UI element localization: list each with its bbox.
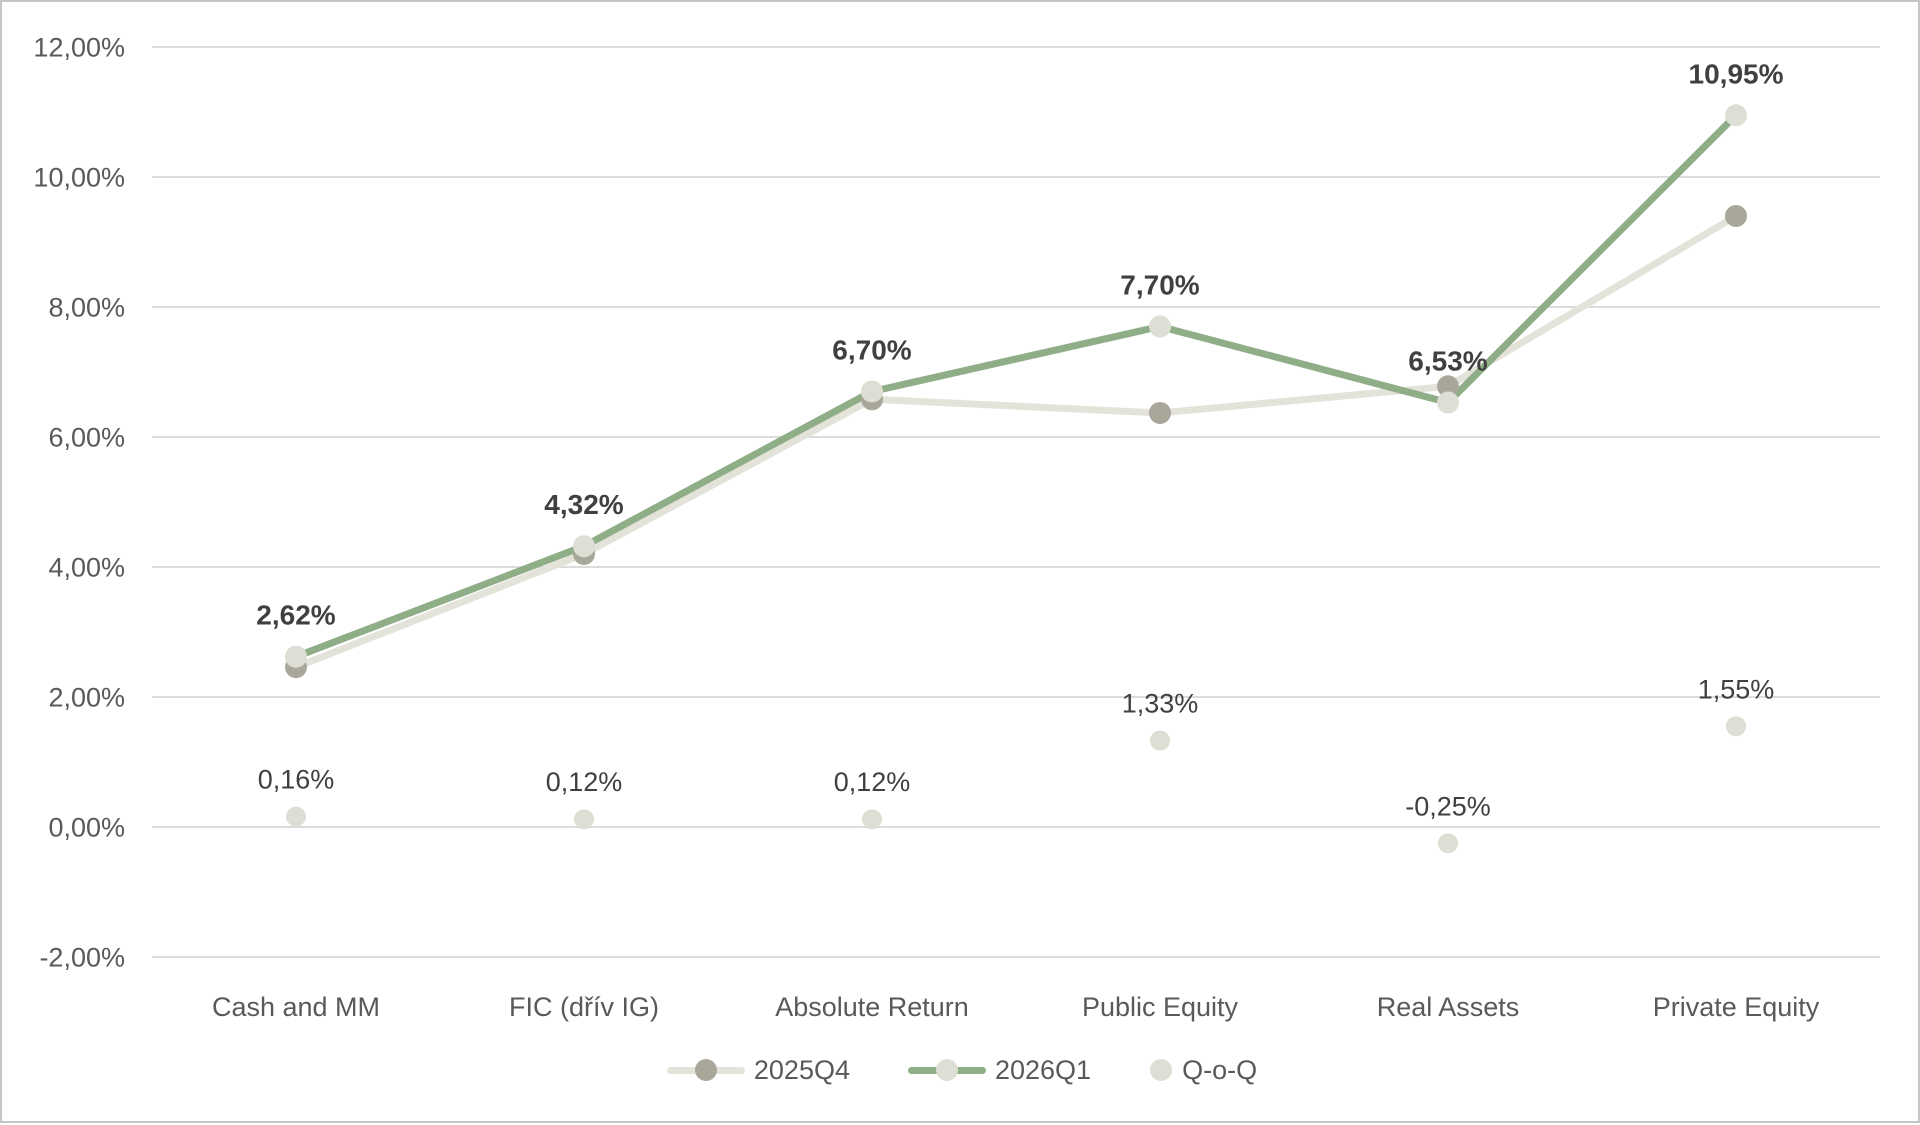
data-point-Q-o-Q xyxy=(1726,716,1746,737)
x-axis-category-label: Public Equity xyxy=(1082,992,1239,1022)
data-label-2026Q1: 6,70% xyxy=(832,335,911,366)
y-axis-tick-label: 2,00% xyxy=(48,683,125,713)
data-point-2026Q1 xyxy=(285,645,307,668)
data-label-Q-o-Q: 1,55% xyxy=(1698,674,1775,704)
data-label-Q-o-Q: 1,33% xyxy=(1122,689,1199,719)
data-label-2026Q1: 10,95% xyxy=(1689,58,1784,89)
data-point-Q-o-Q xyxy=(286,806,306,827)
data-label-Q-o-Q: 0,12% xyxy=(834,767,911,797)
legend-item-2025q4: 2025Q4 xyxy=(666,1054,850,1085)
data-point-Q-o-Q xyxy=(574,809,594,830)
data-label-Q-o-Q: 0,16% xyxy=(258,765,335,795)
data-point-2025Q4 xyxy=(1149,401,1171,424)
y-axis-tick-label: 12,00% xyxy=(33,33,125,63)
x-axis-category-label: Real Assets xyxy=(1377,992,1520,1022)
data-point-2026Q1 xyxy=(573,535,595,558)
series-line-2025Q4 xyxy=(292,212,1740,671)
chart-legend: 2025Q4 2026Q1 Q-o-Q xyxy=(2,1050,1920,1090)
y-axis-tick-label: 8,00% xyxy=(48,293,125,323)
x-axis-category-label: Cash and MM xyxy=(212,992,380,1022)
data-point-2025Q4 xyxy=(1437,375,1459,398)
y-axis-tick-label: 4,00% xyxy=(48,553,125,583)
data-point-Q-o-Q xyxy=(862,809,882,830)
y-axis-tick-label: -2,00% xyxy=(39,943,125,973)
data-label-Q-o-Q: -0,25% xyxy=(1405,791,1491,821)
data-point-2026Q1 xyxy=(1437,391,1459,414)
data-point-2026Q1 xyxy=(1149,315,1171,338)
data-label-2026Q1: 4,32% xyxy=(544,489,623,520)
data-label-2026Q1: 6,53% xyxy=(1408,346,1487,377)
legend-marker-icon xyxy=(935,1059,958,1081)
data-point-2026Q1 xyxy=(1725,104,1747,127)
legend-swatch-2025q4 xyxy=(666,1058,745,1082)
legend-marker-icon xyxy=(694,1059,717,1081)
data-point-2026Q1 xyxy=(861,380,883,403)
data-label-2026Q1: 7,70% xyxy=(1120,270,1199,301)
y-axis-tick-label: 0,00% xyxy=(48,813,125,843)
legend-swatch-qoq xyxy=(1149,1058,1173,1082)
legend-label: Q-o-Q xyxy=(1182,1054,1258,1085)
data-point-Q-o-Q xyxy=(1150,730,1170,751)
x-axis-category-label: Absolute Return xyxy=(775,992,969,1022)
y-axis-tick-label: 10,00% xyxy=(33,163,125,193)
legend-swatch-2026q1 xyxy=(907,1058,986,1082)
data-label-2026Q1: 2,62% xyxy=(256,600,335,631)
data-point-Q-o-Q xyxy=(1438,833,1458,854)
legend-item-2026q1: 2026Q1 xyxy=(907,1054,1092,1085)
x-axis-category-label: Private Equity xyxy=(1653,992,1820,1022)
data-point-2025Q4 xyxy=(1725,205,1747,227)
legend-label: 2025Q4 xyxy=(753,1054,850,1085)
y-axis-tick-label: 6,00% xyxy=(48,423,125,453)
legend-label: 2026Q1 xyxy=(994,1054,1092,1085)
x-axis-category-label: FIC (dřív IG) xyxy=(509,992,659,1022)
legend-item-qoq: Q-o-Q xyxy=(1149,1054,1258,1085)
legend-marker-icon xyxy=(1150,1059,1173,1081)
data-label-Q-o-Q: 0,12% xyxy=(546,767,623,797)
series-line-2026Q1 xyxy=(292,111,1740,661)
